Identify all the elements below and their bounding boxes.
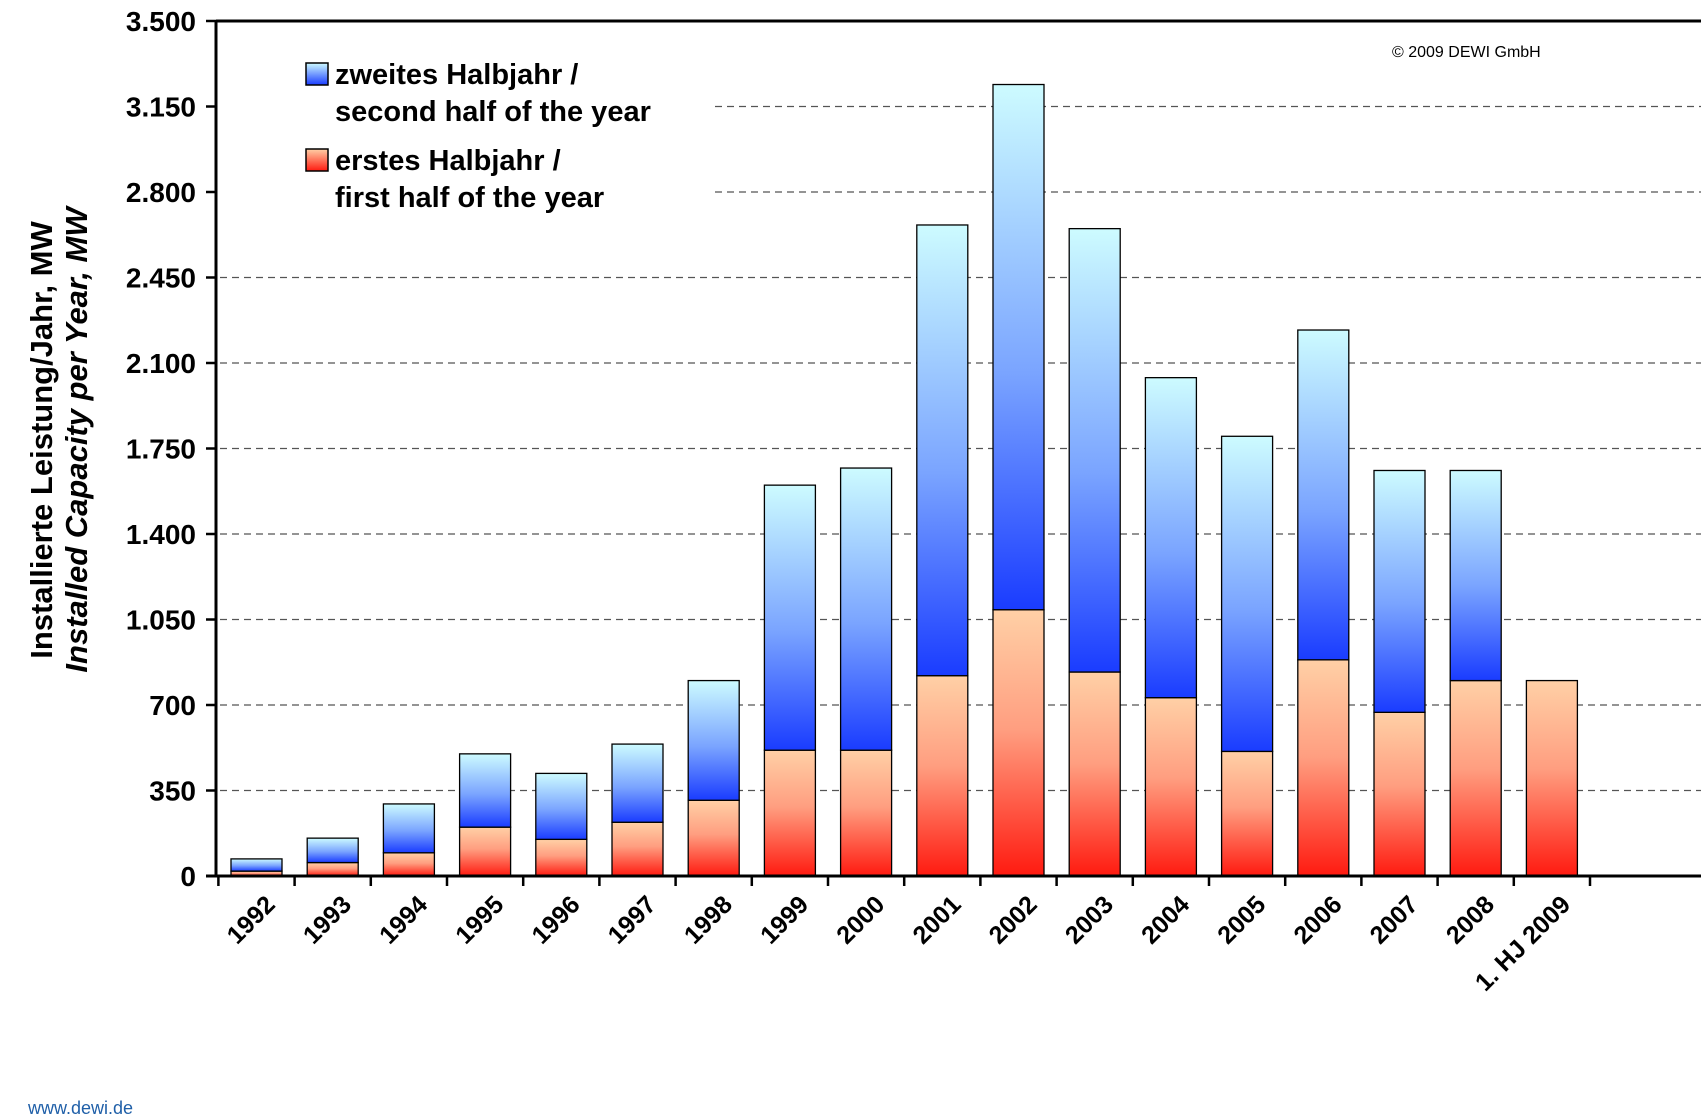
x-tick-label: 1997 xyxy=(603,890,662,949)
y-tick-label: 3.150 xyxy=(126,92,196,123)
bar-first-half xyxy=(1220,750,1274,877)
bar-second-half xyxy=(458,753,512,828)
x-tick-label: 1999 xyxy=(755,890,814,949)
x-tick-label: 2008 xyxy=(1441,890,1500,949)
legend-label-second-half-line2: second half of the year xyxy=(335,96,651,128)
y-tick-labels: 0 350 700 1.050 1.400 1.750 2.100 2.450 2.800 3.1… xyxy=(126,6,196,892)
bar-first-half xyxy=(1373,711,1426,877)
bar-second-half xyxy=(535,772,588,841)
y-tick-label: 700 xyxy=(149,690,196,721)
legend-label-second-half-line1: zweites Halbjahr / xyxy=(335,59,578,91)
y-tick-label: 2.800 xyxy=(126,177,196,208)
bar-first-half xyxy=(1525,679,1579,877)
x-tick-label: 2007 xyxy=(1365,890,1424,949)
bars xyxy=(230,83,1579,877)
copyright-text: © 2009 DEWI GmbH xyxy=(1392,44,1541,61)
y-tick-label: 2.450 xyxy=(126,263,196,294)
legend: zweites Halbjahr / second half of the ye… xyxy=(305,59,651,214)
bar-second-half xyxy=(763,484,817,751)
legend-swatch-second-half xyxy=(305,62,329,86)
bar-first-half xyxy=(1449,679,1502,877)
y-tick-label: 1.400 xyxy=(126,519,196,550)
bar-first-half xyxy=(839,749,893,877)
y-tick-label: 1.750 xyxy=(126,434,196,465)
bar-first-half xyxy=(458,826,512,877)
bar-second-half xyxy=(1144,377,1198,699)
x-tick-label: 2005 xyxy=(1212,890,1271,949)
bar-first-half xyxy=(382,852,436,877)
bar-first-half xyxy=(611,821,664,877)
bar-second-half xyxy=(992,83,1045,611)
x-tick-label: 2006 xyxy=(1288,890,1347,949)
website-link[interactable]: www.dewi.de xyxy=(27,1098,133,1118)
x-tick-labels: 1992 1993 1994 1995 1996 1997 1998 1999 2000 2001… xyxy=(222,890,1577,996)
bar-second-half xyxy=(1068,227,1121,673)
bar-second-half xyxy=(611,743,664,823)
y-tick-label: 350 xyxy=(149,776,196,807)
bar-first-half xyxy=(1297,659,1350,877)
axes xyxy=(206,19,1701,886)
x-tick-label: 1994 xyxy=(374,890,433,949)
bar-second-half xyxy=(1297,329,1350,661)
bar-second-half xyxy=(687,679,740,801)
bar-first-half xyxy=(992,609,1045,877)
bar-first-half xyxy=(687,799,740,877)
y-tick-label: 1.050 xyxy=(126,605,196,636)
legend-label-first-half-line2: first half of the year xyxy=(335,182,604,214)
bar-first-half xyxy=(1144,697,1198,877)
y-tick-label: 0 xyxy=(180,861,196,892)
bar-second-half xyxy=(839,467,893,751)
legend-label-first-half-line1: erstes Halbjahr / xyxy=(335,145,561,177)
x-tick-label: 1996 xyxy=(526,890,585,949)
x-tick-label: 1992 xyxy=(222,890,281,949)
x-tick-label: 2002 xyxy=(984,890,1043,949)
bar-second-half xyxy=(1220,435,1274,753)
x-tick-label: 2004 xyxy=(1136,890,1195,949)
bar-second-half xyxy=(1373,469,1426,713)
x-tick-label: 1993 xyxy=(298,890,357,949)
x-tick-label: 1998 xyxy=(679,890,738,949)
y-tick-label: 3.500 xyxy=(126,6,196,37)
legend-swatch-first-half xyxy=(305,148,329,172)
x-tick-label: 2003 xyxy=(1060,890,1119,949)
bar-first-half xyxy=(763,749,817,877)
bar-first-half xyxy=(535,838,588,877)
y-tick-label: 2.100 xyxy=(126,348,196,379)
y-axis-title-english: Installed Capacity per Year, MW xyxy=(59,205,94,673)
bar-second-half xyxy=(916,224,969,677)
bar-second-half xyxy=(382,803,436,854)
bar-first-half xyxy=(1068,671,1121,877)
x-tick-label: 2000 xyxy=(831,890,890,949)
x-tick-label: 2001 xyxy=(907,890,966,949)
x-tick-label: 1995 xyxy=(450,890,509,949)
bar-first-half xyxy=(916,675,969,877)
y-axis-title: Installierte Leistung/Jahr, MW xyxy=(24,220,59,658)
bar-second-half xyxy=(1449,469,1502,682)
bar-second-half xyxy=(306,837,359,864)
bar-first-half xyxy=(306,861,359,877)
bar-second-half xyxy=(230,858,283,872)
